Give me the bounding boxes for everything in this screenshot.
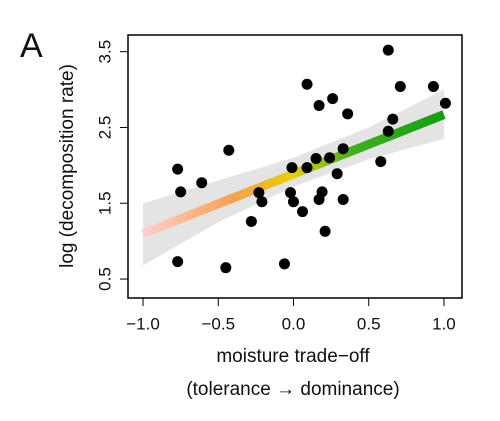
data-point (245, 215, 257, 227)
data-point (220, 262, 232, 274)
data-point (301, 162, 313, 174)
data-point (342, 108, 354, 120)
plot-frame (127, 34, 463, 299)
y-tick-label: 2.5 (95, 116, 114, 140)
data-point (172, 163, 184, 175)
data-point (284, 187, 296, 199)
data-point (331, 168, 343, 180)
data-point (382, 125, 394, 137)
data-point (382, 44, 394, 56)
y-axis-label: log (decomposition rate) (57, 64, 78, 268)
data-point (310, 153, 322, 165)
data-point (387, 113, 399, 125)
data-point (337, 143, 349, 155)
data-point (337, 193, 349, 205)
data-point (313, 193, 325, 205)
panel-label: A (20, 27, 43, 65)
data-point (319, 225, 331, 237)
y-tick-label: 0.5 (95, 267, 114, 291)
x-axis-label: moisture trade−off (216, 346, 370, 367)
data-point (175, 186, 187, 198)
x-tick-label: −0.5 (201, 314, 235, 333)
fit-line (141, 110, 446, 238)
y-tick-label: 1.5 (95, 191, 114, 215)
data-point (327, 93, 339, 105)
data-point (278, 258, 290, 270)
data-point (172, 256, 184, 268)
data-point (223, 144, 235, 156)
data-point (297, 206, 309, 218)
data-point (427, 81, 439, 93)
data-point (253, 187, 265, 199)
x-axis-label: (tolerance → dominance) (186, 379, 399, 400)
x-tick-label: −1.0 (126, 314, 160, 333)
y-tick-label: 3.5 (95, 40, 114, 64)
data-point (301, 78, 313, 90)
data-point (324, 152, 336, 164)
data-point (394, 81, 406, 93)
data-point (313, 99, 325, 111)
data-point (286, 162, 298, 174)
x-tick-label: 1.0 (432, 314, 456, 333)
data-point (196, 177, 208, 189)
x-tick-label: 0.0 (282, 314, 306, 333)
x-tick-label: 0.5 (357, 314, 381, 333)
data-point (256, 196, 268, 208)
data-point (287, 196, 299, 208)
data-point (375, 156, 387, 168)
data-point (439, 97, 451, 109)
